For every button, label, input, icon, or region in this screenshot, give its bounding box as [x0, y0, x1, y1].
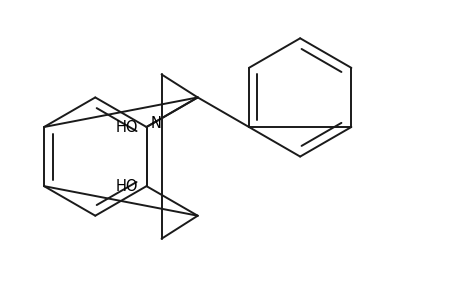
Text: HO: HO	[116, 178, 138, 194]
Text: N: N	[151, 116, 162, 131]
Text: HO: HO	[116, 119, 138, 134]
